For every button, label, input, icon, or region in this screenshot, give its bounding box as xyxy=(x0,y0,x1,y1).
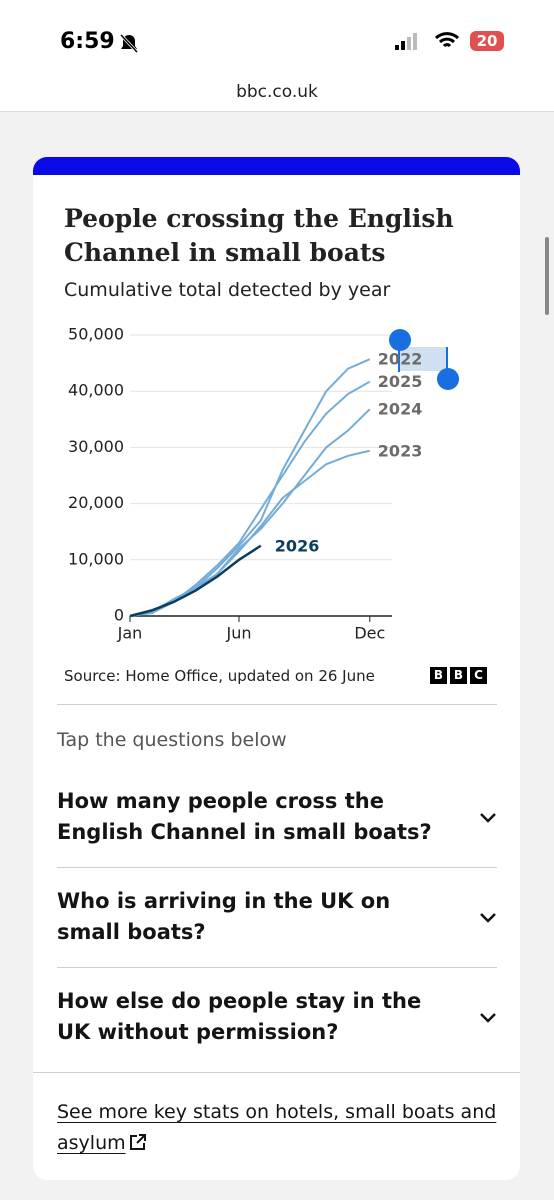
browser-top: 6:59 20 bbc.co.uk xyxy=(0,0,554,112)
chart: 0 10,000 20,000 30,000 40,000 50,000 Jan Jun Dec… xyxy=(68,325,448,643)
x-tick-label: Dec xyxy=(354,624,385,643)
series-label: 2024 xyxy=(378,400,423,419)
divider xyxy=(33,1072,520,1073)
battery: 20 xyxy=(470,31,504,51)
chevron[interactable] xyxy=(478,808,498,828)
bbc-logo-block: C xyxy=(470,667,487,684)
y-tick-label: 50,000 xyxy=(68,325,124,344)
chart-source: Source: Home Office, updated on 26 June xyxy=(64,667,375,685)
series-line xyxy=(129,449,371,617)
question[interactable]: How else do people stay in the UK withou… xyxy=(57,989,422,1044)
divider xyxy=(57,967,497,968)
external-icon xyxy=(129,1134,146,1150)
divider xyxy=(57,867,497,868)
series-line xyxy=(129,408,371,617)
y-tick-label: 0 xyxy=(114,606,124,625)
time: 6:59 xyxy=(60,29,115,54)
series-line xyxy=(129,380,371,617)
scrollbar xyxy=(545,237,549,315)
series-label: 2022 xyxy=(378,350,423,369)
y-tick-label: 10,000 xyxy=(68,549,124,568)
x-tick-label: Jan xyxy=(117,624,143,643)
x-tick-label: Jun xyxy=(226,624,252,643)
card xyxy=(33,157,520,1180)
bbc-logo-block: B xyxy=(450,667,467,684)
series-line xyxy=(129,358,371,617)
chevron[interactable] xyxy=(478,908,498,928)
selection-highlight xyxy=(398,347,446,371)
url[interactable]: bbc.co.uk xyxy=(236,82,318,102)
question[interactable]: Who is arriving in the UK on small boats… xyxy=(57,889,391,944)
chevron[interactable] xyxy=(478,1008,498,1028)
link-text[interactable]: See more key stats on hotels, small boat… xyxy=(57,1101,497,1154)
series-label: 2025 xyxy=(378,372,423,391)
y-tick-label: 40,000 xyxy=(68,381,124,400)
bbc-logo-block: B xyxy=(430,667,447,684)
y-tick-label: 30,000 xyxy=(68,437,124,456)
chart-title: People crossing the English Channel in s… xyxy=(64,204,454,267)
accent-bar xyxy=(33,157,520,175)
bell-off-icon xyxy=(119,33,139,54)
question[interactable]: How many people cross the English Channe… xyxy=(57,789,432,844)
link[interactable]: See more key stats on hotels, small boat… xyxy=(57,1097,497,1159)
series-label: 2023 xyxy=(378,441,423,460)
series-line xyxy=(129,544,262,618)
prompt: Tap the questions below xyxy=(57,729,287,751)
signal-icon xyxy=(395,33,417,50)
series-label: 2026 xyxy=(275,536,320,555)
wifi-icon xyxy=(434,32,460,48)
y-tick-label: 20,000 xyxy=(68,493,124,512)
chart-subtitle: Cumulative total detected by year xyxy=(64,279,391,301)
divider xyxy=(57,704,497,705)
